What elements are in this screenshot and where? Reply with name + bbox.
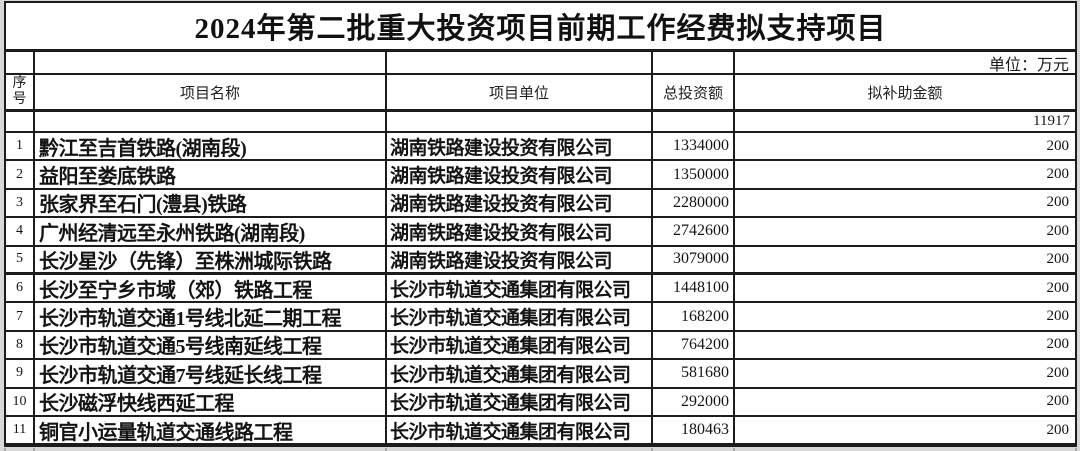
project-name: 长沙磁浮快线西延工程 (35, 388, 387, 417)
row-index: 8 (6, 331, 35, 361)
row-index: 9 (6, 360, 35, 389)
project-name: 长沙星沙（先锋）至株洲城际铁路 (35, 246, 387, 275)
row-index: 5 (6, 246, 35, 275)
project-org: 湖南铁路建设投资有限公司 (387, 218, 653, 247)
subsidy-amount: 200 (735, 389, 1075, 417)
total-investment: 180463 (653, 416, 735, 446)
subsidy-amount: 200 (735, 247, 1075, 275)
gridline-stub (733, 448, 735, 451)
total-investment: 2280000 (653, 189, 735, 219)
project-org: 湖南铁路建设投资有限公司 (387, 246, 653, 275)
gridline-stub (651, 448, 653, 451)
subsidy-amount: 200 (735, 218, 1075, 247)
unit-row-org-cell (387, 52, 653, 75)
project-name: 长沙市轨道交通1号线北延二期工程 (35, 303, 387, 332)
project-org: 长沙市轨道交通集团有限公司 (387, 331, 653, 361)
project-org: 长沙市轨道交通集团有限公司 (387, 416, 653, 446)
project-org: 湖南铁路建设投资有限公司 (387, 161, 653, 190)
project-org: 长沙市轨道交通集团有限公司 (387, 388, 653, 417)
unit-row-investment-cell (653, 52, 735, 75)
row-index: 7 (6, 303, 35, 332)
gridline-stub (4, 448, 6, 451)
project-name: 益阳至娄底铁路 (35, 161, 387, 190)
subsidy-amount: 200 (735, 332, 1075, 361)
row-index: 4 (6, 218, 35, 247)
project-org: 湖南铁路建设投资有限公司 (387, 189, 653, 219)
project-name: 长沙至宁乡市域（郊）铁路工程 (35, 274, 387, 304)
total-investment: 1448100 (653, 274, 735, 304)
project-name: 张家界至石门(澧县)铁路 (35, 189, 387, 219)
total-row-investment-cell (653, 112, 735, 133)
project-name: 黔江至吉首铁路(湖南段) (35, 133, 387, 162)
gridline-stub (1075, 448, 1077, 451)
total-investment: 581680 (653, 360, 735, 389)
row-index: 2 (6, 161, 35, 190)
project-org: 湖南铁路建设投资有限公司 (387, 133, 653, 162)
total-investment: 1350000 (653, 161, 735, 190)
row-index: 3 (6, 189, 35, 219)
row-index: 6 (6, 274, 35, 304)
project-name: 长沙市轨道交通5号线南延线工程 (35, 331, 387, 361)
subsidy-amount: 200 (735, 360, 1075, 389)
unit-note: 单位：万元 (735, 52, 1075, 75)
project-name: 铜官小运量轨道交通线路工程 (35, 416, 387, 446)
col-header-index: 序号 (6, 75, 35, 112)
total-row-name-cell (35, 112, 387, 133)
col-header-name: 项目名称 (35, 75, 387, 112)
col-header-subsidy: 拟补助金额 (735, 75, 1075, 112)
total-investment: 1334000 (653, 133, 735, 162)
row-index: 11 (6, 416, 35, 446)
subsidy-amount: 200 (735, 161, 1075, 190)
total-row-org-cell (387, 112, 653, 133)
subsidy-amount: 200 (735, 133, 1075, 162)
total-investment: 764200 (653, 331, 735, 361)
funding-table: 单位：万元 序号 项目名称 项目单位 总投资额 拟补助金额 11917 1 黔江… (6, 52, 1075, 446)
total-row-index-cell (6, 112, 35, 133)
col-header-org: 项目单位 (387, 75, 653, 112)
subsidy-amount: 200 (735, 417, 1075, 446)
subsidy-amount: 200 (735, 303, 1075, 332)
total-investment: 168200 (653, 303, 735, 332)
unit-row-index-cell (6, 52, 35, 75)
project-name: 广州经清远至永州铁路(湖南段) (35, 218, 387, 247)
project-org: 长沙市轨道交通集团有限公司 (387, 303, 653, 332)
total-investment: 3079000 (653, 246, 735, 275)
unit-row-name-cell (35, 52, 387, 75)
project-org: 长沙市轨道交通集团有限公司 (387, 274, 653, 304)
project-org: 长沙市轨道交通集团有限公司 (387, 360, 653, 389)
total-subsidy-value: 11917 (735, 112, 1075, 133)
row-index: 1 (6, 133, 35, 162)
gridline-stub (33, 448, 35, 451)
subsidy-amount: 200 (735, 190, 1075, 219)
funding-table-sheet: 2024年第二批重大投资项目前期工作经费拟支持项目 单位：万元 序号 项目名称 … (4, 1, 1077, 448)
subsidy-amount: 200 (735, 275, 1075, 304)
document-title: 2024年第二批重大投资项目前期工作经费拟支持项目 (6, 3, 1075, 52)
col-header-investment: 总投资额 (653, 75, 735, 112)
total-investment: 292000 (653, 388, 735, 417)
gridline-stub (385, 448, 387, 451)
total-investment: 2742600 (653, 218, 735, 247)
row-index: 10 (6, 388, 35, 417)
project-name: 长沙市轨道交通7号线延长线工程 (35, 360, 387, 389)
